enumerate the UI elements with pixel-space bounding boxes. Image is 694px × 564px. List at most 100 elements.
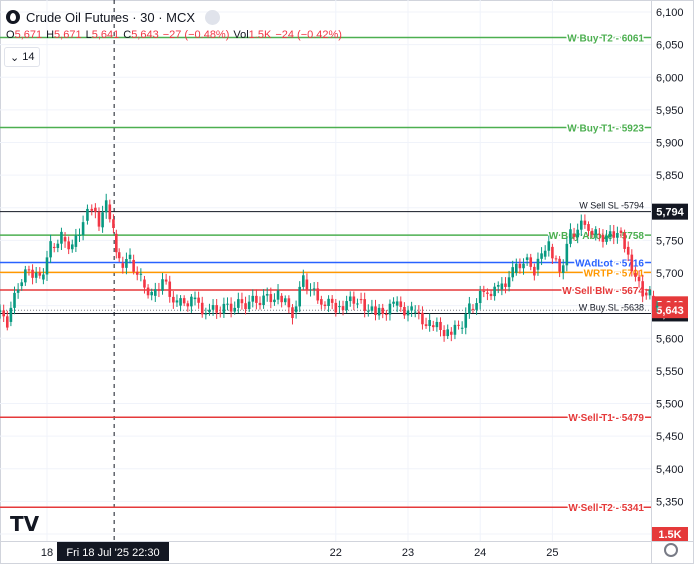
candle-body (630, 254, 634, 272)
candle-body (395, 301, 399, 306)
candle-body (525, 257, 529, 260)
candle-body (132, 259, 135, 272)
candle-body (330, 298, 334, 303)
candle-body (128, 254, 132, 260)
price-tick-label: 5,400 (656, 464, 684, 476)
indicator-count: 14 (22, 51, 35, 63)
candle-body (240, 299, 244, 304)
candle-body (186, 303, 190, 307)
candle-body (551, 246, 554, 259)
high-value: 5,671 (54, 29, 82, 41)
candle-body (56, 243, 60, 249)
candle-body (533, 266, 536, 276)
candle-body (193, 297, 197, 300)
volume-tag-label: 1.5K (658, 529, 681, 541)
candle-body (320, 299, 323, 305)
candle-body (179, 298, 182, 306)
visibility-toggle-icon[interactable] (205, 9, 221, 25)
candle-body (146, 287, 150, 296)
candle-body (323, 304, 327, 306)
chevron-down-icon: ⌄ (10, 51, 20, 64)
candle-body (247, 301, 251, 310)
candle-body (115, 233, 118, 253)
candle-body (554, 258, 558, 260)
last-price-tag-label: 5,643 (656, 305, 684, 317)
candle-body (478, 291, 482, 304)
candle-body (637, 276, 641, 282)
time-tick-label: 24 (474, 547, 486, 559)
candle-body (67, 241, 70, 250)
candle-body (345, 301, 348, 311)
candle-body (644, 292, 648, 296)
price-tick-label: 5,850 (656, 170, 684, 182)
candle-body (547, 241, 551, 251)
crude-oil-drop-icon (6, 10, 20, 24)
candle-body (475, 303, 478, 310)
chart-header: Crude Oil Futures · 30 · MCX (6, 6, 221, 28)
candle-body (511, 267, 514, 278)
tradingview-logo[interactable]: TV (10, 512, 40, 536)
time-tick-label: 25 (546, 547, 558, 559)
candle-body (86, 208, 89, 221)
candle-body (190, 296, 193, 307)
candle-body (104, 200, 108, 213)
candle-body (226, 303, 229, 305)
candle-body (583, 220, 587, 225)
candle-body (81, 222, 85, 235)
candle-body (255, 295, 258, 303)
level-label: W Sell SL -5794 (579, 201, 644, 211)
candle-body (172, 296, 175, 303)
candle-body (626, 246, 630, 255)
indicators-collapse-button[interactable]: ⌄ 14 (4, 47, 41, 67)
volume-tag (652, 527, 688, 541)
gear-icon[interactable] (664, 543, 678, 557)
candle-body (182, 298, 186, 304)
candle-body (529, 257, 533, 267)
candle-body (616, 232, 619, 238)
price-tick-label: 5,550 (656, 366, 684, 378)
price-tick-label: 5,350 (656, 496, 684, 508)
candle-body (598, 233, 601, 235)
price-tick-label: 5,600 (656, 333, 684, 345)
candle-body (522, 263, 525, 269)
candle-body (468, 303, 471, 314)
candle-body (31, 269, 34, 278)
candle-body (417, 311, 421, 313)
candle-body (392, 301, 395, 304)
candle-body (229, 303, 233, 312)
candle-body (237, 299, 240, 308)
candle-body (316, 288, 320, 301)
level-price-tag (652, 203, 688, 220)
candle-body (507, 277, 511, 287)
candle-body (374, 306, 377, 316)
candle-body (464, 313, 468, 328)
candle-body (97, 211, 101, 227)
level-label: W Sell T1 - 5479 (568, 413, 644, 424)
candle-body (504, 283, 507, 287)
symbol-title[interactable]: Crude Oil Futures · 30 · MCX (26, 9, 196, 25)
candle-body (446, 329, 450, 337)
price-tick-label: 6,100 (656, 7, 684, 19)
candle-body (359, 299, 363, 301)
candle-body (572, 233, 576, 238)
time-tick-label: 18 (41, 547, 53, 559)
candle-body (385, 314, 388, 316)
candle-body (536, 258, 540, 270)
candle-body (641, 281, 644, 297)
candle-body (211, 305, 215, 310)
candle-body (13, 292, 16, 308)
candle-body (52, 246, 56, 249)
candle-body (70, 244, 74, 250)
change-value: −27 (−0.48%) (162, 29, 230, 41)
candle-body (439, 321, 442, 330)
candle-body (565, 243, 569, 266)
candle-body (294, 306, 298, 313)
candle-body (233, 307, 237, 312)
candle-body (428, 320, 431, 327)
candle-body (175, 300, 179, 303)
candle-body (222, 303, 226, 314)
candle-body (413, 311, 417, 313)
candle-body (540, 253, 543, 259)
candle-body (356, 303, 359, 305)
